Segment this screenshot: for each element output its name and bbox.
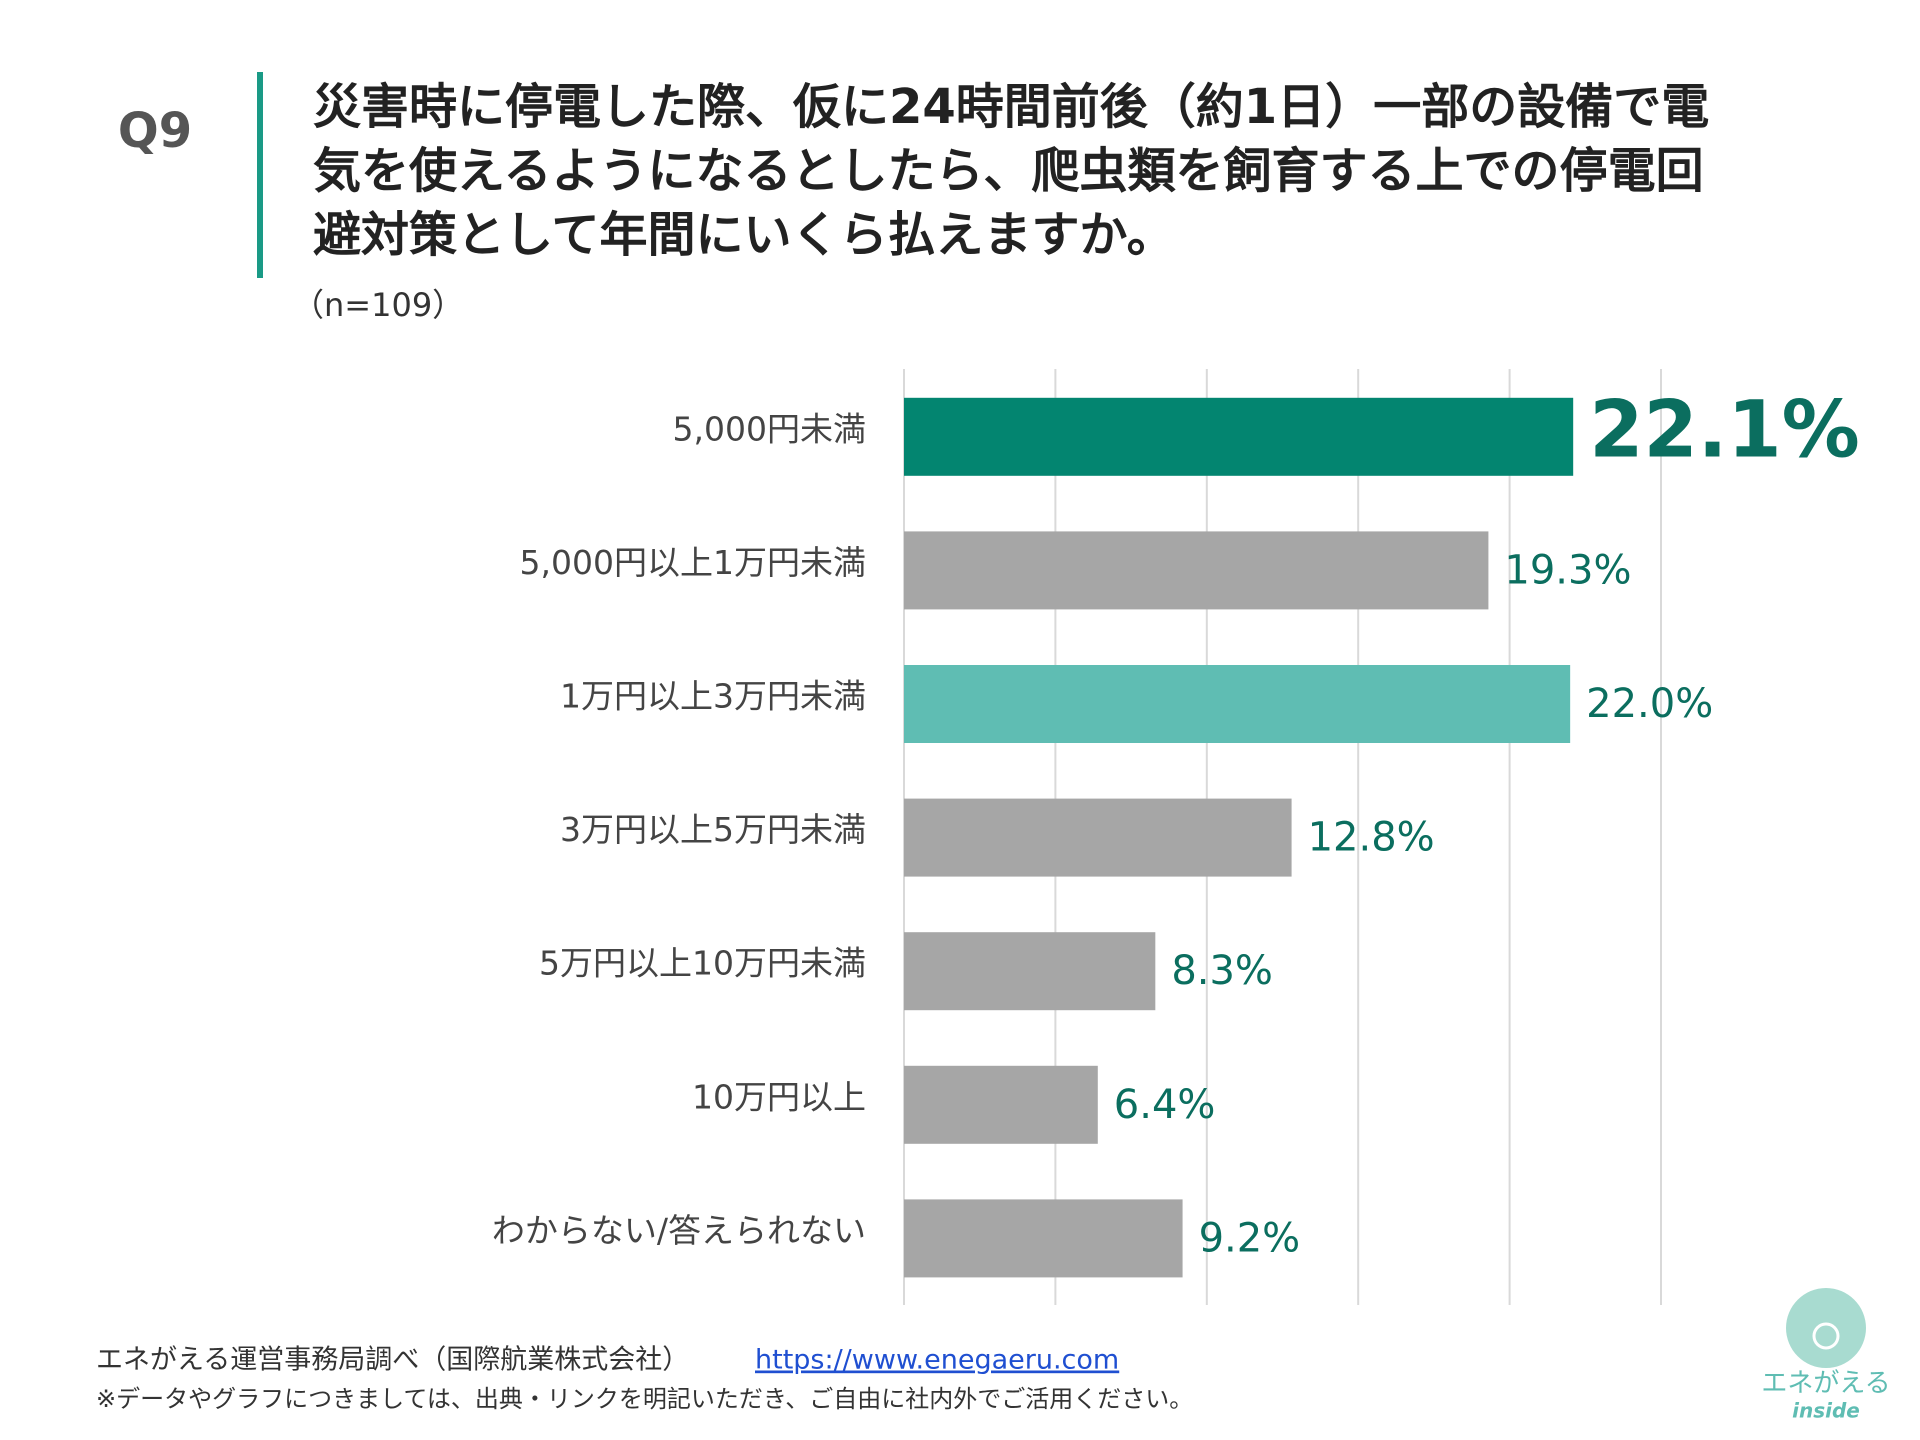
y-tick-label: 5,000円未満	[673, 409, 866, 448]
value-label: 6.4%	[1114, 1082, 1216, 1128]
logo-name: エネがえる	[1761, 1369, 1890, 1399]
y-tick-label: 5,000円以上1万円未満	[520, 543, 866, 582]
note: ※データやグラフにつきましては、出典・リンクを明記いただき、ご自由に社内外でご活…	[96, 1385, 1193, 1413]
logo-bulb	[1812, 1322, 1840, 1350]
value-label: 9.2%	[1199, 1215, 1301, 1261]
value-label: 19.3%	[1504, 547, 1631, 593]
chart-title: 災害時に停電した際、仮に24時間前後（約1日）一部の設備で電	[313, 79, 1709, 135]
bar	[904, 531, 1489, 610]
value-label: 12.8%	[1308, 815, 1435, 861]
y-tick-label: 1万円以上3万円未満	[560, 677, 866, 716]
question-number: Q9	[118, 103, 192, 159]
bar	[904, 1199, 1183, 1278]
y-tick-label: 10万円以上	[692, 1077, 866, 1116]
y-tick-label: わからない/答えられない	[492, 1211, 866, 1250]
source: エネがえる運営事務局調べ（国際航業株式会社）	[96, 1345, 689, 1376]
title-bar	[257, 72, 263, 278]
bar	[904, 932, 1156, 1011]
source-link[interactable]: https://www.enegaeru.com	[755, 1345, 1119, 1376]
bar	[904, 665, 1571, 743]
bar	[904, 397, 1574, 476]
subtitle: （n=109）	[292, 286, 464, 324]
logo-tag: inside	[1792, 1399, 1860, 1423]
value-label: 22.0%	[1586, 681, 1713, 727]
value-label: 8.3%	[1171, 948, 1273, 994]
bar	[904, 1065, 1098, 1144]
logo-icon	[1786, 1288, 1866, 1368]
y-tick-label: 5万円以上10万円未満	[539, 944, 866, 983]
chart-title: 避対策として年間にいくら払えますか。	[313, 207, 1175, 263]
y-tick-label: 3万円以上5万円未満	[560, 810, 866, 849]
value-label: 22.1%	[1589, 385, 1860, 475]
bar	[904, 798, 1292, 877]
chart-title: 気を使えるようになるとしたら、爬虫類を飼育する上での停電回	[313, 143, 1704, 199]
